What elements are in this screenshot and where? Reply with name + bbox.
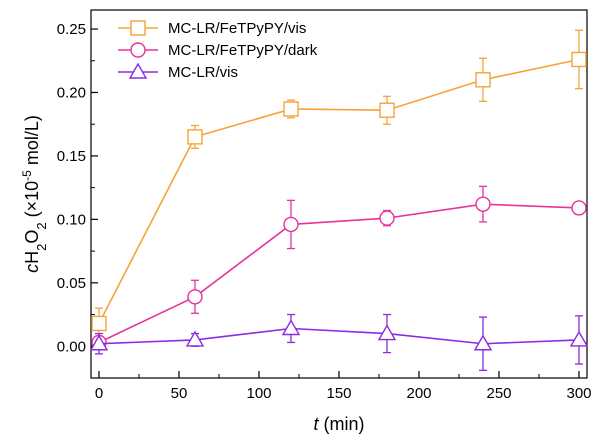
- data-point: [379, 210, 395, 226]
- x-tick-label: 200: [406, 385, 431, 402]
- data-point: [187, 129, 203, 145]
- y-axis-title-mid: (×10: [22, 181, 42, 223]
- series-circle: [91, 185, 587, 351]
- data-point: [571, 200, 587, 216]
- data-point: [569, 330, 589, 347]
- y-tick-label: 0.20: [57, 84, 86, 101]
- legend-item: MC-LR/vis: [118, 62, 238, 81]
- y-axis-title-h: H: [22, 251, 42, 264]
- data-point: [187, 289, 203, 305]
- y-tick-label: 0.05: [57, 275, 86, 292]
- y-tick-label: 0.10: [57, 211, 86, 228]
- legend-item: MC-LR/FeTPyPY/vis: [118, 20, 306, 37]
- legend-label: MC-LR/FeTPyPY/dark: [168, 42, 318, 59]
- legend: MC-LR/FeTPyPY/vis MC-LR/FeTPyPY/dark MC-LR…: [118, 20, 318, 81]
- y-axis-title-sup: -5: [20, 170, 34, 181]
- x-axis-title-var: t: [313, 414, 319, 434]
- data-point: [283, 216, 299, 233]
- data-point: [185, 330, 205, 347]
- data-point: [571, 51, 587, 68]
- data-point: [473, 334, 493, 351]
- y-axis-title-sub2: 2: [34, 222, 49, 229]
- series-layer: [89, 29, 589, 372]
- y-axis-title-o: O: [22, 230, 42, 244]
- series-line: [98, 203, 580, 344]
- data-point: [283, 101, 299, 117]
- data-point: [377, 324, 397, 341]
- data-point: [379, 102, 395, 118]
- legend-marker: [128, 62, 148, 79]
- legend-marker: [130, 20, 146, 36]
- x-tick-label: 50: [171, 385, 188, 402]
- y-axis-title: cH2O2 (×10-5 mol/L): [20, 115, 49, 273]
- y-tick-label: 0.25: [57, 21, 86, 38]
- data-point: [89, 334, 109, 351]
- x-tick-label: 250: [486, 385, 511, 402]
- y-tick-label: 0.15: [57, 148, 86, 165]
- x-tick-label: 0: [95, 385, 103, 402]
- series-line: [98, 327, 580, 345]
- axis-ticks: 0 50 100 150 200 250 300 0.00 0.05 0.10 0.15 0.20 0.…: [57, 21, 592, 402]
- y-tick-label: 0.00: [57, 338, 86, 355]
- x-axis-title-unit: (min): [319, 414, 365, 434]
- legend-label: MC-LR/FeTPyPY/vis: [168, 20, 306, 37]
- y-axis-title-prefix: c: [22, 264, 42, 273]
- x-tick-label: 150: [326, 385, 351, 402]
- y-axis-title-sub1: 2: [34, 244, 49, 251]
- y-axis-title-unit: mol/L): [22, 115, 42, 170]
- legend-label: MC-LR/vis: [168, 64, 238, 81]
- data-point: [475, 72, 491, 88]
- x-tick-label: 100: [246, 385, 271, 402]
- x-axis-title: t (min): [313, 414, 364, 434]
- series-square: [91, 29, 587, 340]
- x-tick-label: 300: [566, 385, 591, 402]
- data-point: [475, 196, 491, 212]
- data-point: [91, 315, 107, 332]
- legend-marker: [130, 42, 146, 58]
- data-point: [281, 319, 301, 336]
- series-triangle: [89, 313, 589, 372]
- series-line: [98, 58, 580, 324]
- legend-item: MC-LR/FeTPyPY/dark: [118, 42, 318, 59]
